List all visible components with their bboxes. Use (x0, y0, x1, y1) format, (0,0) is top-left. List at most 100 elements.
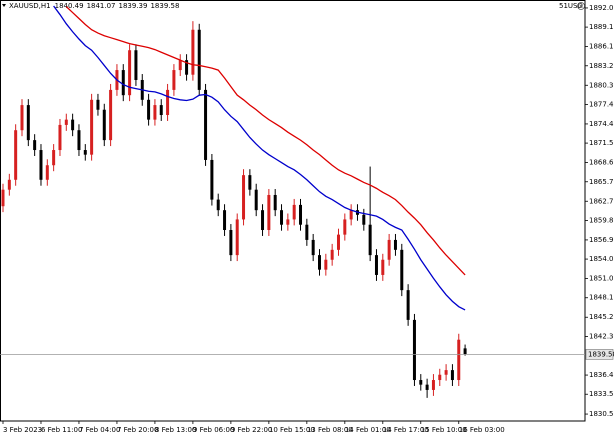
candle-body (172, 70, 176, 90)
y-tick-label: 1874.45 (589, 120, 614, 128)
candle-body (336, 234, 340, 250)
candle-body (299, 204, 303, 225)
candle-body (223, 210, 227, 231)
candle-body (235, 219, 239, 256)
candle-body (305, 224, 309, 240)
x-tick-label: 7 Feb 04:00 (79, 426, 120, 434)
y-tick-label: 1859.85 (589, 216, 614, 224)
candle-body (178, 60, 182, 71)
y-tick-label: 1836.45 (589, 371, 614, 379)
x-tick-label: 9 Feb 06:00 (193, 426, 234, 434)
last-high: 1841.07 (87, 2, 116, 10)
plot-frame (0, 0, 586, 422)
y-tick-label: 1883.25 (589, 62, 614, 70)
candle-body (311, 239, 315, 256)
candle-body (444, 370, 448, 375)
candle-body (7, 179, 11, 190)
candle-body (457, 339, 461, 381)
x-tick-label: 14 Feb 01:00 (345, 426, 391, 434)
candle-body (128, 50, 132, 96)
candle-body (185, 60, 189, 75)
current-price-label: 1839.58 (588, 350, 614, 358)
candle-body (153, 105, 157, 120)
x-tick-label: 7 Feb 20:00 (117, 426, 158, 434)
candle-body (229, 230, 233, 256)
y-tick-label: 1892.00 (589, 4, 614, 12)
candle-body (39, 150, 43, 180)
candle-body (261, 210, 265, 231)
candle-body (96, 99, 100, 110)
candle-body (387, 239, 391, 260)
candle-body (121, 70, 125, 96)
candle-body (248, 175, 252, 190)
candle-body (216, 199, 220, 211)
candle-body (83, 150, 87, 155)
plot (0, 5, 585, 398)
x-tick-label: 9 Feb 22:00 (231, 426, 272, 434)
candle-body (425, 384, 429, 390)
candle-body (450, 370, 454, 381)
candle-body (330, 249, 334, 260)
candle-body (400, 249, 404, 291)
candle-body (90, 99, 94, 155)
y-tick-label: 1842.30 (589, 332, 614, 340)
candle-body (463, 348, 467, 355)
y-tick-label: 1871.55 (589, 139, 614, 147)
y-tick-label: 1889.10 (589, 23, 614, 31)
candle-body (147, 99, 151, 120)
y-tick-label: 1854.00 (589, 255, 614, 263)
x-tick-label: 6 Feb 11:00 (41, 426, 82, 434)
candle-body (20, 105, 24, 131)
last-close: 1839.58 (150, 2, 179, 10)
candle-body (381, 259, 385, 275)
candle-body (374, 255, 378, 275)
candle-body (267, 194, 271, 231)
candle-body (438, 374, 442, 381)
y-tick-label: 1848.15 (589, 294, 614, 302)
y-tick-label: 1845.20 (589, 313, 614, 321)
candle-body (419, 380, 423, 385)
candle-body (349, 210, 353, 220)
candle-body (1, 189, 5, 207)
candle-body (343, 219, 347, 235)
header: XAUUSD,H1 1840.49 1841.07 1839.39 1839.58 (9, 2, 179, 10)
candle-body (254, 189, 258, 211)
x-tick-label: 13 Feb 08:00 (307, 426, 353, 434)
menu-arrow[interactable] (2, 4, 6, 7)
candle-body (431, 380, 435, 390)
y-tick-label: 1880.30 (589, 81, 614, 89)
candle-body (273, 194, 277, 211)
y-tick-label: 1833.55 (589, 390, 614, 398)
candle-body (412, 319, 416, 381)
candle-body (58, 124, 62, 151)
y-tick-label: 1830.55 (589, 410, 614, 418)
candle-body (166, 89, 170, 116)
x-tick-label: 8 Feb 13:00 (155, 426, 196, 434)
last-open: 1840.49 (55, 2, 84, 10)
close-cross[interactable] (579, 4, 583, 8)
candle-body (52, 150, 56, 166)
x-tick-label: 16 Feb 03:00 (459, 426, 505, 434)
candle-body (191, 29, 195, 75)
candle-body (204, 89, 208, 160)
y-tick-label: 1856.90 (589, 236, 614, 244)
candle-body (45, 165, 49, 180)
close-circle[interactable] (577, 2, 585, 10)
candle-body (286, 219, 290, 225)
x-tick-label: 15 Feb 10:00 (421, 426, 467, 434)
candle-body (26, 105, 30, 141)
close-button[interactable] (577, 2, 585, 10)
candle-body (197, 29, 201, 90)
candle-body (292, 204, 296, 220)
y-tick-label: 1865.70 (589, 178, 614, 186)
y-tick-label: 1886.15 (589, 43, 614, 51)
watermark: 51USD (559, 2, 583, 10)
moving-average-line (65, 6, 466, 276)
candle-body (318, 255, 321, 270)
candle-body (368, 224, 372, 256)
y-tick-label: 1877.40 (589, 100, 614, 108)
candle-body (362, 214, 366, 225)
y-tick-label: 1851.05 (589, 275, 614, 283)
